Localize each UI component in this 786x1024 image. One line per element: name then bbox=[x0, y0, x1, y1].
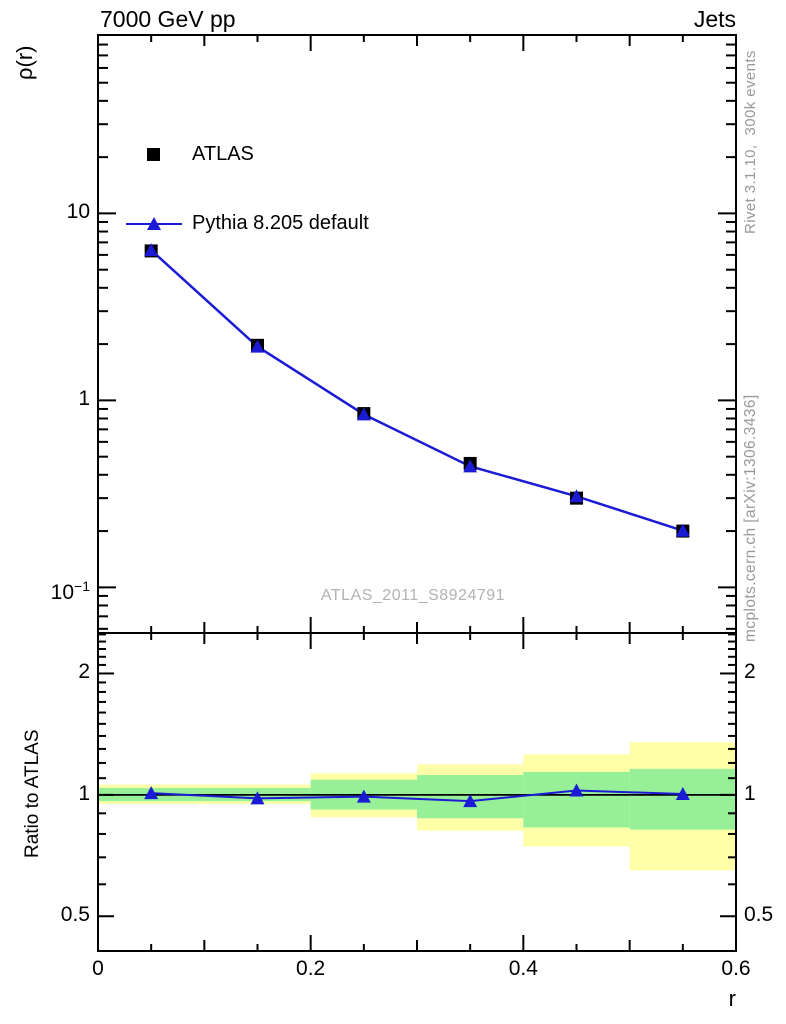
legend: ATLAS Pythia 8.205 default bbox=[126, 102, 369, 276]
ratio-y-tick-label: 2 bbox=[78, 660, 90, 684]
main-y-tick-label: 10−1 bbox=[50, 578, 90, 605]
x-tick-label: 0 bbox=[92, 957, 104, 980]
ratio-uncertainty-bands bbox=[98, 742, 736, 871]
mc-ratio-markers bbox=[144, 783, 690, 808]
x-tick-label: 0.4 bbox=[508, 957, 538, 980]
mc-line-ratio bbox=[151, 789, 683, 803]
x-tick-label: 0.2 bbox=[296, 957, 326, 980]
main-y-tick-label: 1 bbox=[78, 387, 90, 411]
mcplots-reference-note: mcplots.cern.ch [arXiv:1306.3436] bbox=[742, 394, 759, 642]
main-y-axis-label: ρ(r) bbox=[12, 45, 37, 81]
process-title: Jets bbox=[693, 6, 736, 32]
band-inner bbox=[523, 771, 630, 828]
legend-label-data: ATLAS bbox=[192, 143, 254, 165]
legend-label-mc: Pythia 8.205 default bbox=[192, 212, 369, 234]
mc-triangle-line-marker-icon bbox=[126, 216, 182, 232]
ratio-y-tick-label: 0.5 bbox=[60, 903, 90, 927]
blue-triangle-icon bbox=[147, 216, 161, 230]
mc-markers bbox=[144, 243, 690, 537]
rivet-version-note: Rivet 3.1.10, 300k events bbox=[742, 50, 759, 234]
axis-ticks bbox=[97, 35, 737, 951]
mc-line-main bbox=[150, 249, 684, 532]
legend-item-mc: Pythia 8.205 default bbox=[126, 207, 369, 240]
data-markers bbox=[144, 244, 690, 538]
legend-item-data: ATLAS bbox=[126, 138, 369, 171]
x-tick-label: 0.6 bbox=[721, 957, 751, 980]
data-square-marker-icon bbox=[126, 147, 182, 163]
ratio-y-tick-label-right: 2 bbox=[744, 660, 756, 684]
ratio-y-tick-label-right: 1 bbox=[744, 781, 756, 805]
ratio-y-tick-label-right: 0.5 bbox=[744, 903, 774, 927]
analysis-id-watermark: ATLAS_2011_S8924791 bbox=[320, 587, 506, 604]
beam-title: 7000 GeV pp bbox=[100, 6, 236, 32]
main-y-tick-label: 10 bbox=[66, 200, 90, 224]
ratio-y-tick-label: 1 bbox=[78, 781, 90, 805]
black-square-icon bbox=[147, 147, 160, 161]
x-axis-label: r bbox=[728, 986, 736, 1011]
